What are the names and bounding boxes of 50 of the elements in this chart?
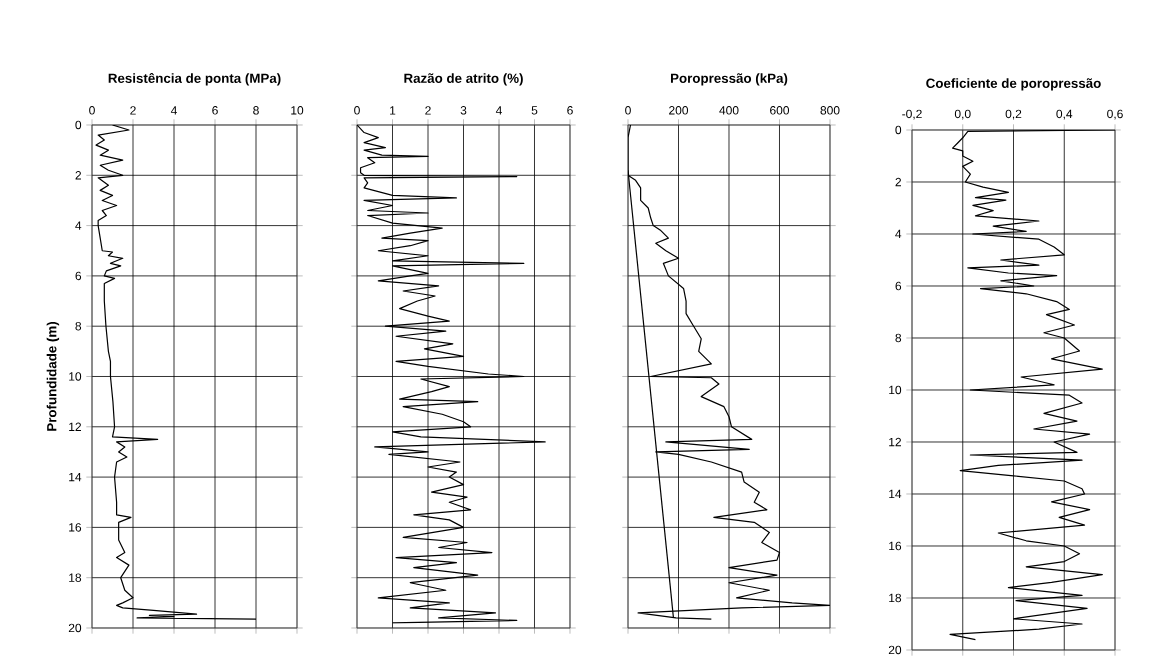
y-tick-label: 16 <box>69 523 82 532</box>
x-tick-label: 0 <box>625 106 631 115</box>
y-tick-label: 0 <box>895 125 902 135</box>
x-tick-label: 0,6 <box>1107 109 1123 120</box>
x-tick-label: 3 <box>460 106 467 115</box>
y-tick-label: 20 <box>68 623 82 633</box>
y-tick-label: 12 <box>889 437 901 447</box>
y-tick-label: 0 <box>75 120 82 130</box>
y-tick-label: 14 <box>69 472 82 482</box>
chart-title: Resistência de ponta (MPa) <box>108 72 281 86</box>
y-tick-label: 12 <box>69 422 81 431</box>
x-tick-label: 0,2 <box>1005 109 1022 120</box>
x-tick-label: 400 <box>719 106 739 115</box>
x-tick-label: 8 <box>253 106 259 115</box>
x-tick-label: 0 <box>89 106 95 115</box>
x-tick-label: 4 <box>495 106 502 115</box>
x-tick-label: 6 <box>567 106 573 115</box>
y-tick-label: 18 <box>69 573 82 582</box>
y-tick-label: 2 <box>75 171 81 180</box>
chart-title: Coeficiente de poropressão <box>926 78 1101 91</box>
x-tick-label: 5 <box>531 106 538 115</box>
y-tick-label: 10 <box>69 372 82 381</box>
y-tick-label: 18 <box>889 593 902 603</box>
x-tick-label: 200 <box>669 106 689 115</box>
y-tick-label: 4 <box>895 229 902 239</box>
x-tick-label: 2 <box>425 106 431 115</box>
y-tick-label: 14 <box>889 489 902 499</box>
y-tick-label: 2 <box>895 177 901 187</box>
y-axis-title: Profundidade (m) <box>46 321 60 431</box>
y-tick-label: 10 <box>889 385 902 395</box>
y-tick-label: 20 <box>888 645 902 655</box>
y-tick-label: 6 <box>75 271 82 281</box>
y-tick-label: 4 <box>75 221 82 230</box>
x-tick-label: 2 <box>130 106 136 115</box>
y-tick-label: 16 <box>889 541 902 551</box>
y-tick-label: 8 <box>895 333 902 343</box>
x-tick-label: 0,0 <box>954 109 971 120</box>
y-tick-label: 6 <box>895 281 902 291</box>
y-tick-label: 8 <box>75 321 82 331</box>
x-tick-label: 800 <box>820 106 840 115</box>
chart-title: Razão de atrito (%) <box>404 73 523 86</box>
x-tick-label: 10 <box>291 106 304 115</box>
chart-title: Poropressão (kPa) <box>670 73 788 86</box>
x-tick-label: 1 <box>390 106 396 115</box>
x-tick-label: 4 <box>170 106 177 115</box>
x-tick-label: 0,4 <box>1056 109 1073 120</box>
x-tick-label: 0 <box>354 106 360 115</box>
x-tick-label: -0,2 <box>902 109 922 120</box>
x-tick-label: 6 <box>212 106 218 115</box>
x-tick-label: 600 <box>770 106 790 115</box>
